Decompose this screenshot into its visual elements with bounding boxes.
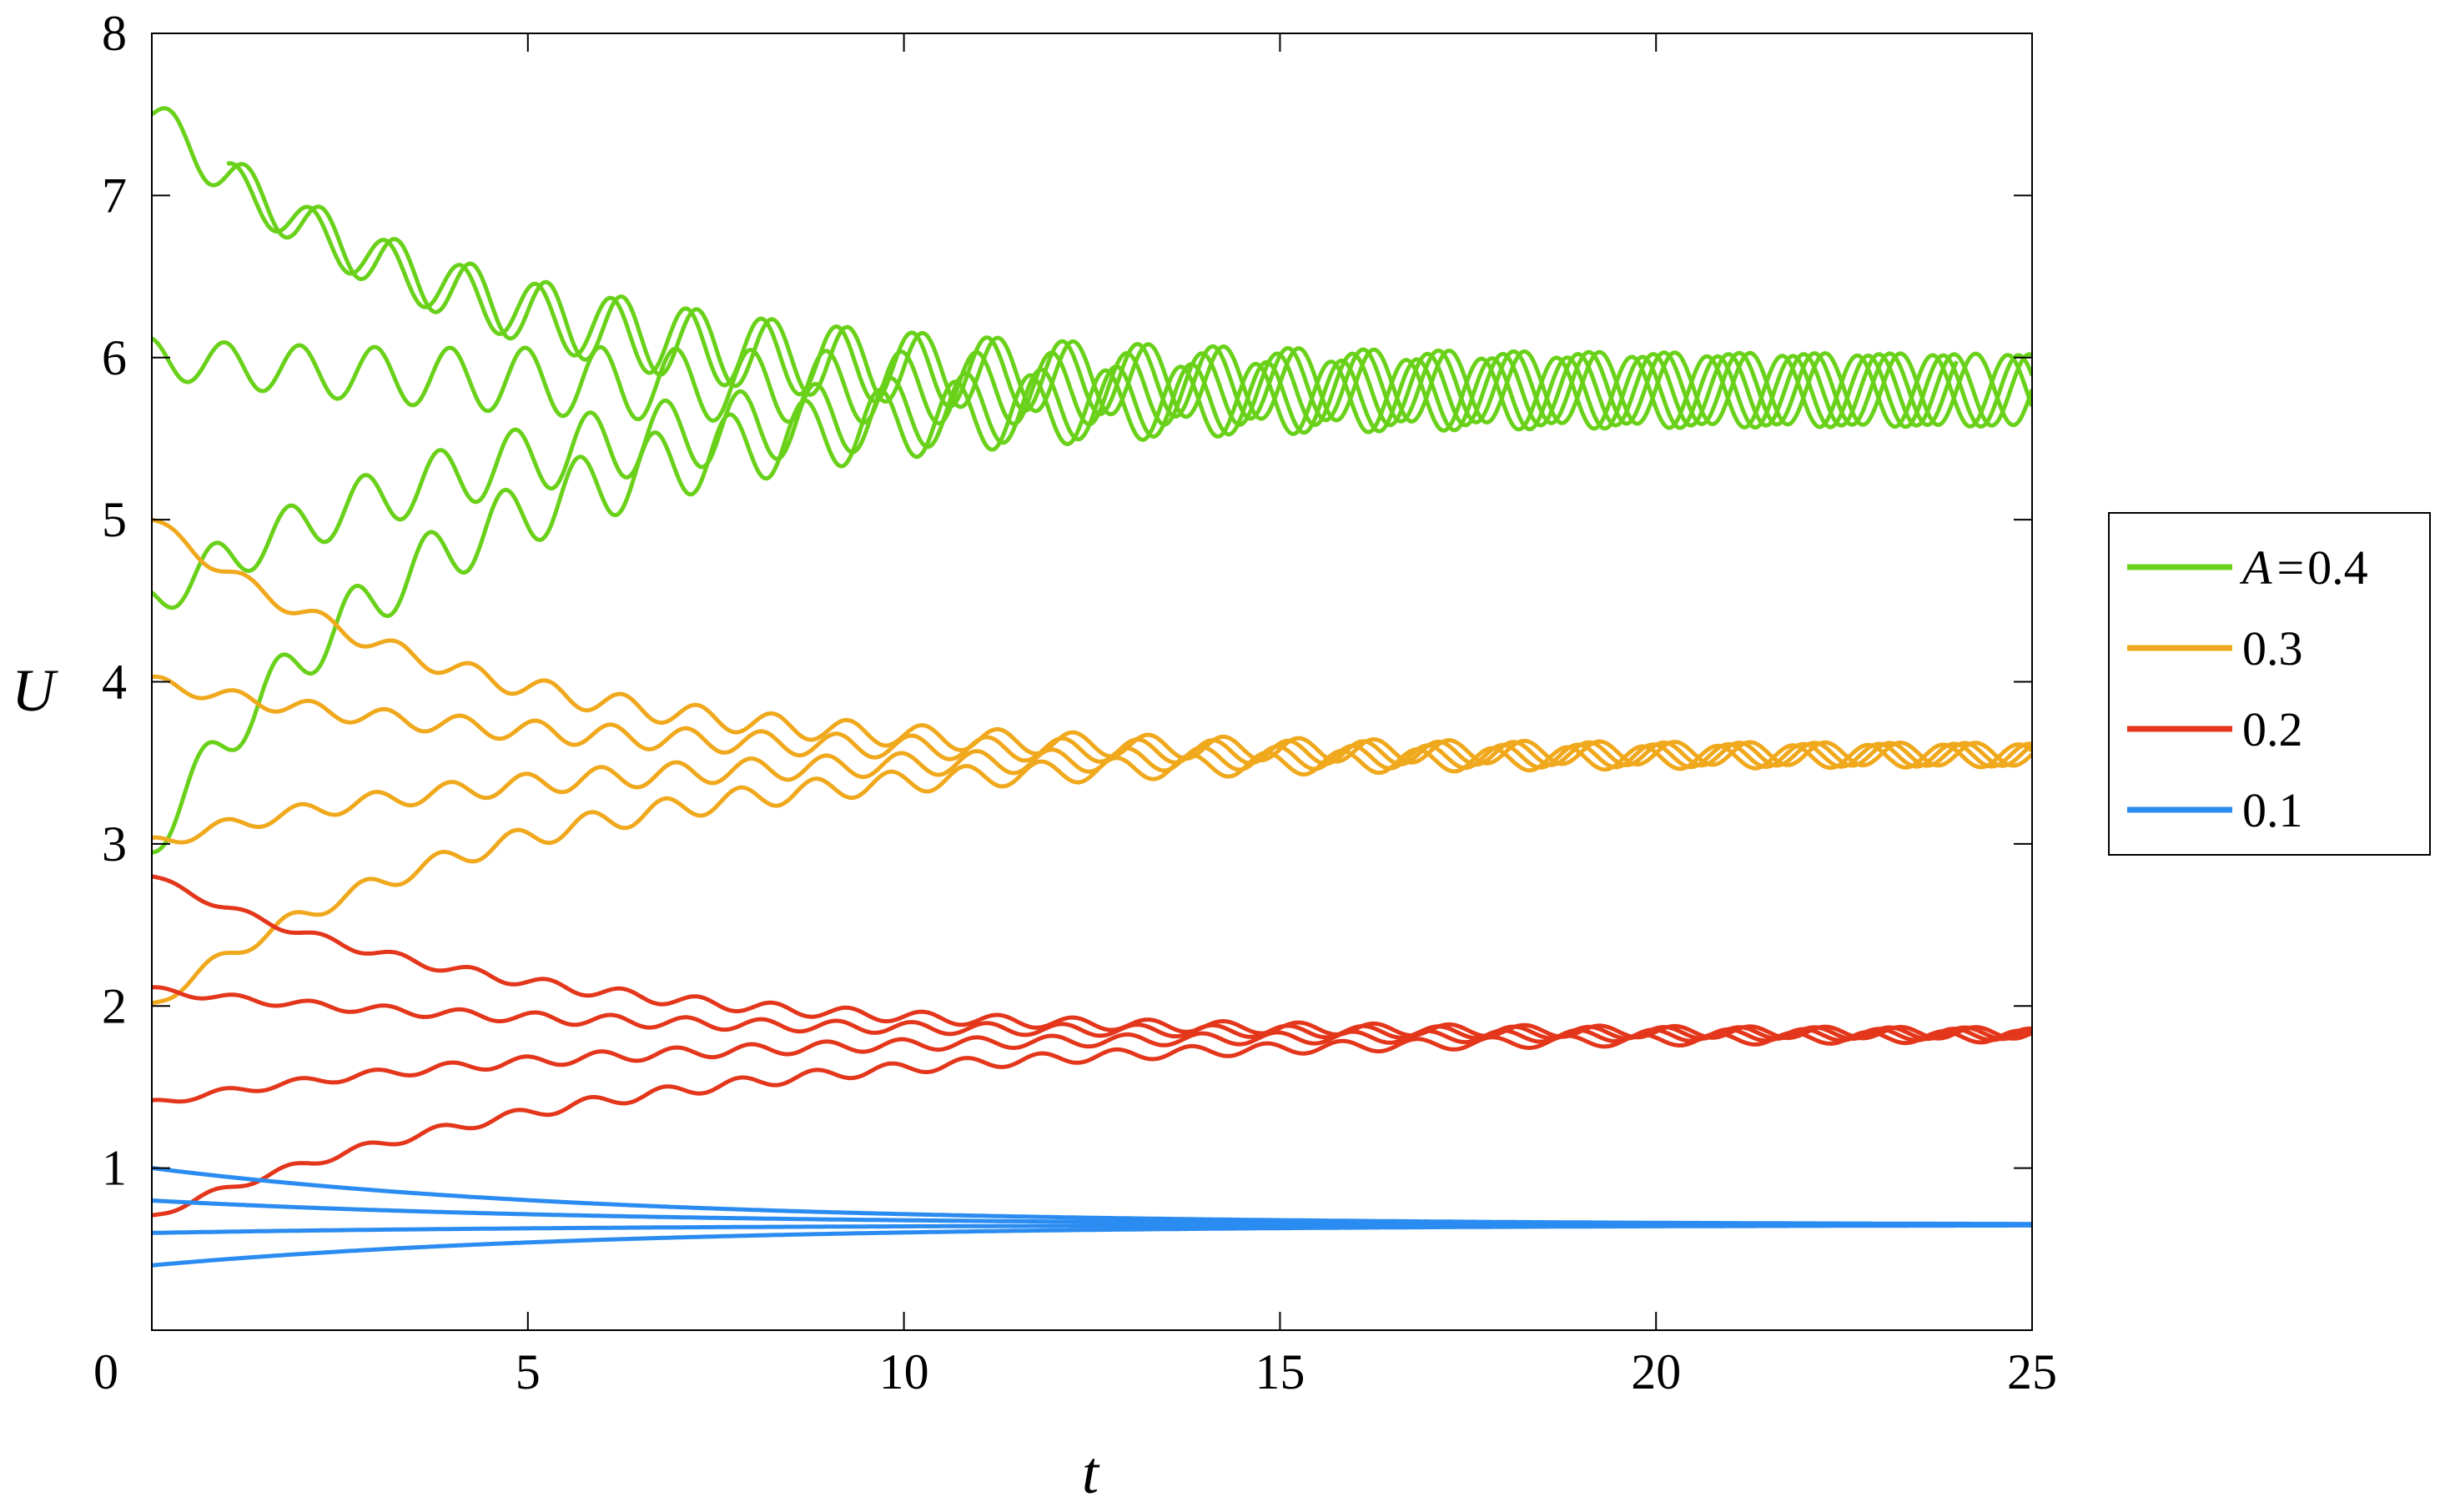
x-tick-label: 5 [516,1344,541,1399]
x-tick-label: 15 [1255,1344,1305,1399]
legend-equals: = [2276,540,2304,595]
legend-label: 0.1 [2242,783,2303,837]
y-tick-label: 6 [102,330,127,385]
y-tick-label: 8 [102,6,127,61]
series-line-A0-1-1 [152,1166,2032,1227]
legend-value: 0.4 [2307,540,2368,595]
legend-label: A =0.4 [2239,540,2368,595]
series-group-0-1 [152,1166,2032,1268]
x-axis-title: t [1082,1439,1100,1506]
y-tick-label: 1 [102,1141,127,1196]
series-line-A0-3-2 [152,674,2032,768]
legend-label: 0.3 [2242,621,2303,676]
y-tick-label: 3 [102,816,127,872]
series-line-A0-4-1 [152,106,2032,428]
x-tick-label: 25 [2007,1344,2057,1399]
y-tick-label: 7 [102,168,127,223]
y-tick-label: 4 [102,655,127,710]
series-line-A0-4-2 [226,161,1960,427]
legend-prefix: A [2239,540,2272,595]
plot-frame [151,33,2033,1331]
x-tick-label: 20 [1631,1344,1681,1399]
legend-item: 0.3 [2127,621,2303,676]
legend: A =0.40.30.20.1 [2108,512,2431,856]
legend-item: 0.1 [2127,783,2303,837]
series-group-0-2 [152,874,2032,1218]
x-tick-label: 10 [879,1344,929,1399]
y-tick-label: 2 [102,978,127,1033]
series-line-A0-4-4 [152,353,2032,610]
series-group-0-4 [152,106,2032,855]
series-line-A0-2-1 [152,874,2032,1041]
series-line-A0-1-2 [152,1198,2032,1227]
series-line-A0-3-1 [152,517,2032,768]
x-tick-label: 0 [93,1344,118,1399]
y-tick-label: 5 [102,492,127,547]
plot-area [152,106,2032,1268]
series-line-A0-2-3 [152,1026,2032,1104]
legend-label: 0.2 [2242,702,2303,756]
series-line-A0-4-5 [152,353,2032,855]
axes: 0 5 10 15 20 25 1 2 3 4 5 6 7 8 t U [12,6,2057,1506]
series-group-0-3 [152,517,2032,1006]
series-line-A0-3-4 [152,742,2032,1006]
legend-item: A =0.4 [2127,540,2368,595]
legend-item: 0.2 [2127,702,2303,756]
series-line-A0-1-4 [152,1223,2032,1268]
y-axis-title: U [12,657,58,724]
series-line-A0-2-4 [152,1028,2032,1218]
series-line-A0-2-2 [152,985,2032,1042]
